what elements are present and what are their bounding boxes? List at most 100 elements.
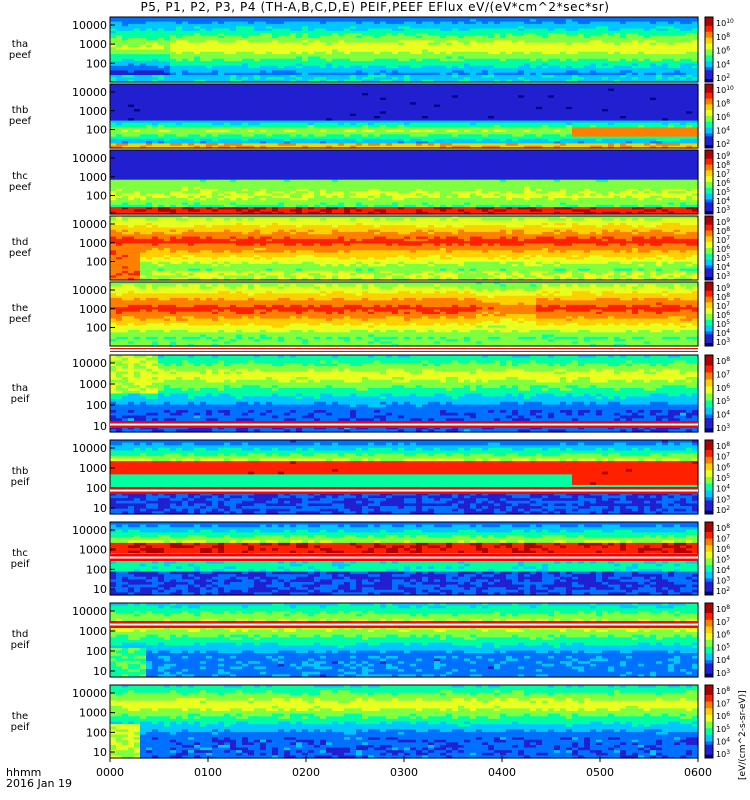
heat-cell (212, 58, 219, 62)
heat-cell (446, 23, 453, 27)
heat-cell (590, 70, 597, 74)
heat-cell (464, 51, 471, 55)
heat-cell (440, 75, 447, 78)
heat-cell (122, 77, 129, 81)
heat-cell (656, 77, 663, 81)
heat-cell (560, 42, 567, 46)
heat-cell (404, 72, 411, 76)
heat-cell (152, 30, 159, 34)
heat-cell (368, 70, 375, 74)
heat-cell (626, 17, 633, 20)
heat-cell (260, 44, 267, 48)
heat-cell (128, 75, 135, 78)
heat-cell (602, 72, 609, 76)
heat-cell (200, 19, 207, 23)
heat-cell (248, 58, 255, 62)
heat-cell (176, 35, 183, 39)
heat-cell (644, 56, 651, 60)
heat-cell (518, 47, 525, 51)
heat-cell (122, 118, 129, 122)
heat-cell (518, 51, 525, 55)
heat-cell (644, 35, 651, 39)
heat-cell (476, 30, 483, 34)
heat-cell (296, 21, 303, 25)
heat-cell (374, 58, 381, 62)
heat-cell (596, 58, 603, 62)
heat-cell (362, 58, 369, 62)
heat-cell (680, 79, 687, 83)
heat-cell (236, 30, 243, 34)
heat-cell (656, 19, 663, 23)
heat-cell (344, 75, 351, 78)
heat-cell (602, 58, 609, 62)
heat-cell (506, 77, 513, 81)
heat-cell (578, 54, 585, 58)
heat-cell (158, 21, 165, 25)
heat-cell (116, 129, 123, 133)
heat-cell (140, 77, 147, 81)
heat-cell (170, 58, 177, 62)
heat-cell (272, 37, 279, 41)
heat-cell (254, 56, 261, 60)
heat-cell (380, 23, 387, 27)
heat-cell (674, 33, 681, 37)
heat-cell (470, 54, 477, 58)
heat-cell (134, 132, 141, 135)
heat-cell (206, 37, 213, 41)
heat-cell (170, 72, 177, 76)
heat-cell (512, 58, 519, 62)
heat-cell (218, 30, 225, 34)
heat-cell (284, 72, 291, 76)
heat-cell (650, 35, 657, 39)
heat-cell (590, 17, 597, 20)
heat-cell (602, 56, 609, 60)
heat-cell (146, 79, 153, 83)
heat-cell (554, 70, 561, 74)
heat-cell (230, 19, 237, 23)
heat-cell (230, 21, 237, 25)
heat-cell (434, 21, 441, 25)
heat-cell (434, 72, 441, 76)
heat-cell (470, 23, 477, 27)
heat-cell (428, 58, 435, 62)
heat-cell (134, 21, 141, 25)
heat-cell (260, 72, 267, 76)
heat-cell (308, 77, 315, 81)
heat-cell (578, 42, 585, 46)
heat-cell (392, 40, 399, 44)
heat-cell (560, 63, 567, 67)
heat-cell (506, 63, 513, 67)
heat-cell (164, 26, 171, 30)
heat-cell (122, 58, 129, 62)
heat-cell (212, 23, 219, 27)
heat-cell (662, 54, 669, 58)
heat-cell (344, 40, 351, 44)
heat-cell (518, 61, 525, 65)
heat-cell (278, 26, 285, 30)
heat-cell (188, 23, 195, 27)
heat-cell (614, 49, 621, 53)
heat-cell (158, 19, 165, 23)
heat-cell (302, 65, 309, 69)
heat-cell (512, 63, 519, 67)
heat-cell (362, 19, 369, 23)
heat-cell (236, 44, 243, 48)
heat-cell (632, 63, 639, 67)
heat-cell (416, 51, 423, 55)
heat-cell (608, 26, 615, 30)
heat-cell (410, 17, 417, 20)
heat-cell (686, 42, 693, 46)
heat-cell (122, 68, 129, 71)
heat-cell (152, 65, 159, 69)
heat-cell (488, 54, 495, 58)
heat-cell (548, 56, 555, 60)
heat-cell (620, 49, 627, 53)
heat-cell (554, 65, 561, 69)
heat-cell (404, 21, 411, 25)
heat-cell (674, 40, 681, 44)
heat-cell (230, 42, 237, 46)
heat-cell (182, 37, 189, 41)
heat-cell (320, 40, 327, 44)
heat-cell (632, 30, 639, 34)
heat-cell (386, 49, 393, 53)
